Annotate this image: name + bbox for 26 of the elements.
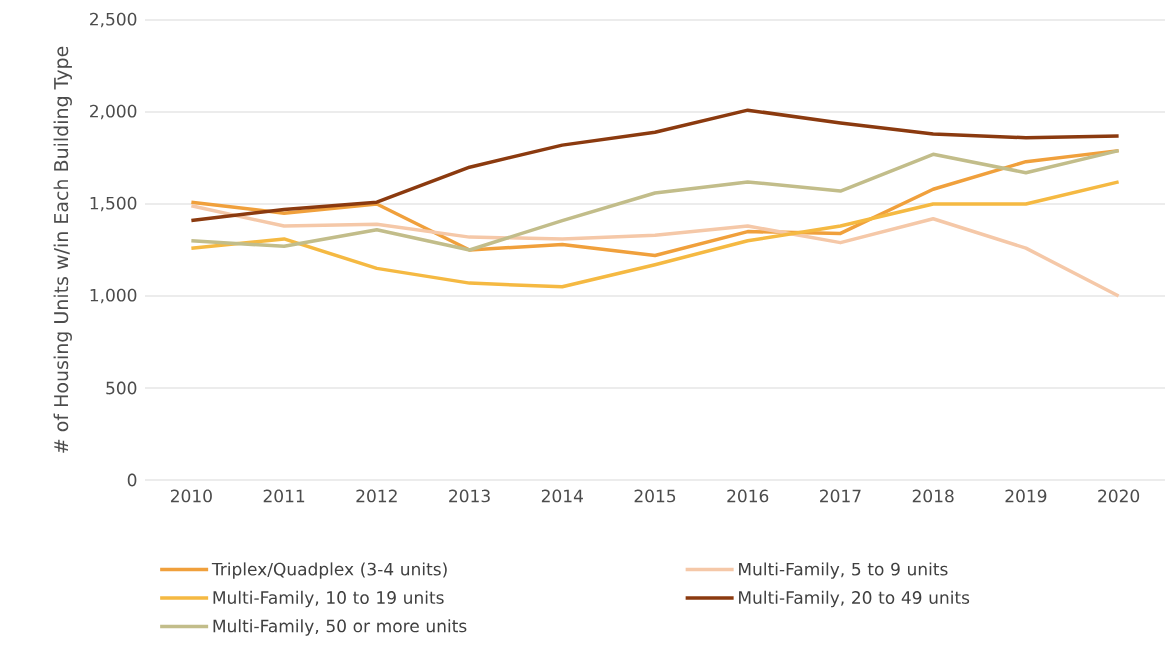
x-tick-label: 2020 bbox=[1098, 489, 1140, 503]
x-tick-label: 2012 bbox=[356, 489, 397, 503]
line-series bbox=[189, 180, 1121, 289]
legend-label: Multi-Family, 50 or more units bbox=[213, 619, 467, 636]
legend-label: Multi-Family, 5 to 9 units bbox=[739, 562, 948, 579]
x-tick-label: 2018 bbox=[912, 489, 954, 503]
y-tick-label: 500 bbox=[106, 381, 137, 395]
legend-label: Multi-Family, 20 to 49 units bbox=[739, 590, 970, 608]
y-axis-title: # of Housing Units w/in Each Building Type bbox=[53, 46, 72, 453]
y-tick-label: 2,500 bbox=[90, 12, 137, 28]
x-tick-label: 2016 bbox=[727, 489, 769, 503]
x-tick-label: 2011 bbox=[263, 489, 305, 503]
x-tick-label: 2019 bbox=[1005, 489, 1047, 503]
line-series bbox=[189, 204, 1121, 298]
line-series bbox=[189, 108, 1121, 223]
x-tick-label: 2015 bbox=[634, 489, 676, 503]
x-tick-label: 2010 bbox=[170, 489, 212, 503]
y-tick-label: 0 bbox=[127, 473, 137, 487]
y-tick-label: 1,000 bbox=[90, 288, 137, 304]
legend-label: Multi-Family, 10 to 19 units bbox=[213, 590, 444, 608]
x-tick-label: 2014 bbox=[541, 489, 583, 503]
y-tick-label: 1,500 bbox=[90, 196, 137, 212]
x-tick-label: 2017 bbox=[820, 489, 861, 503]
x-tick-label: 2013 bbox=[449, 489, 490, 503]
legend-label: Triplex/Quadplex (3-4 units) bbox=[211, 562, 447, 579]
y-tick-label: 2,000 bbox=[90, 104, 137, 120]
